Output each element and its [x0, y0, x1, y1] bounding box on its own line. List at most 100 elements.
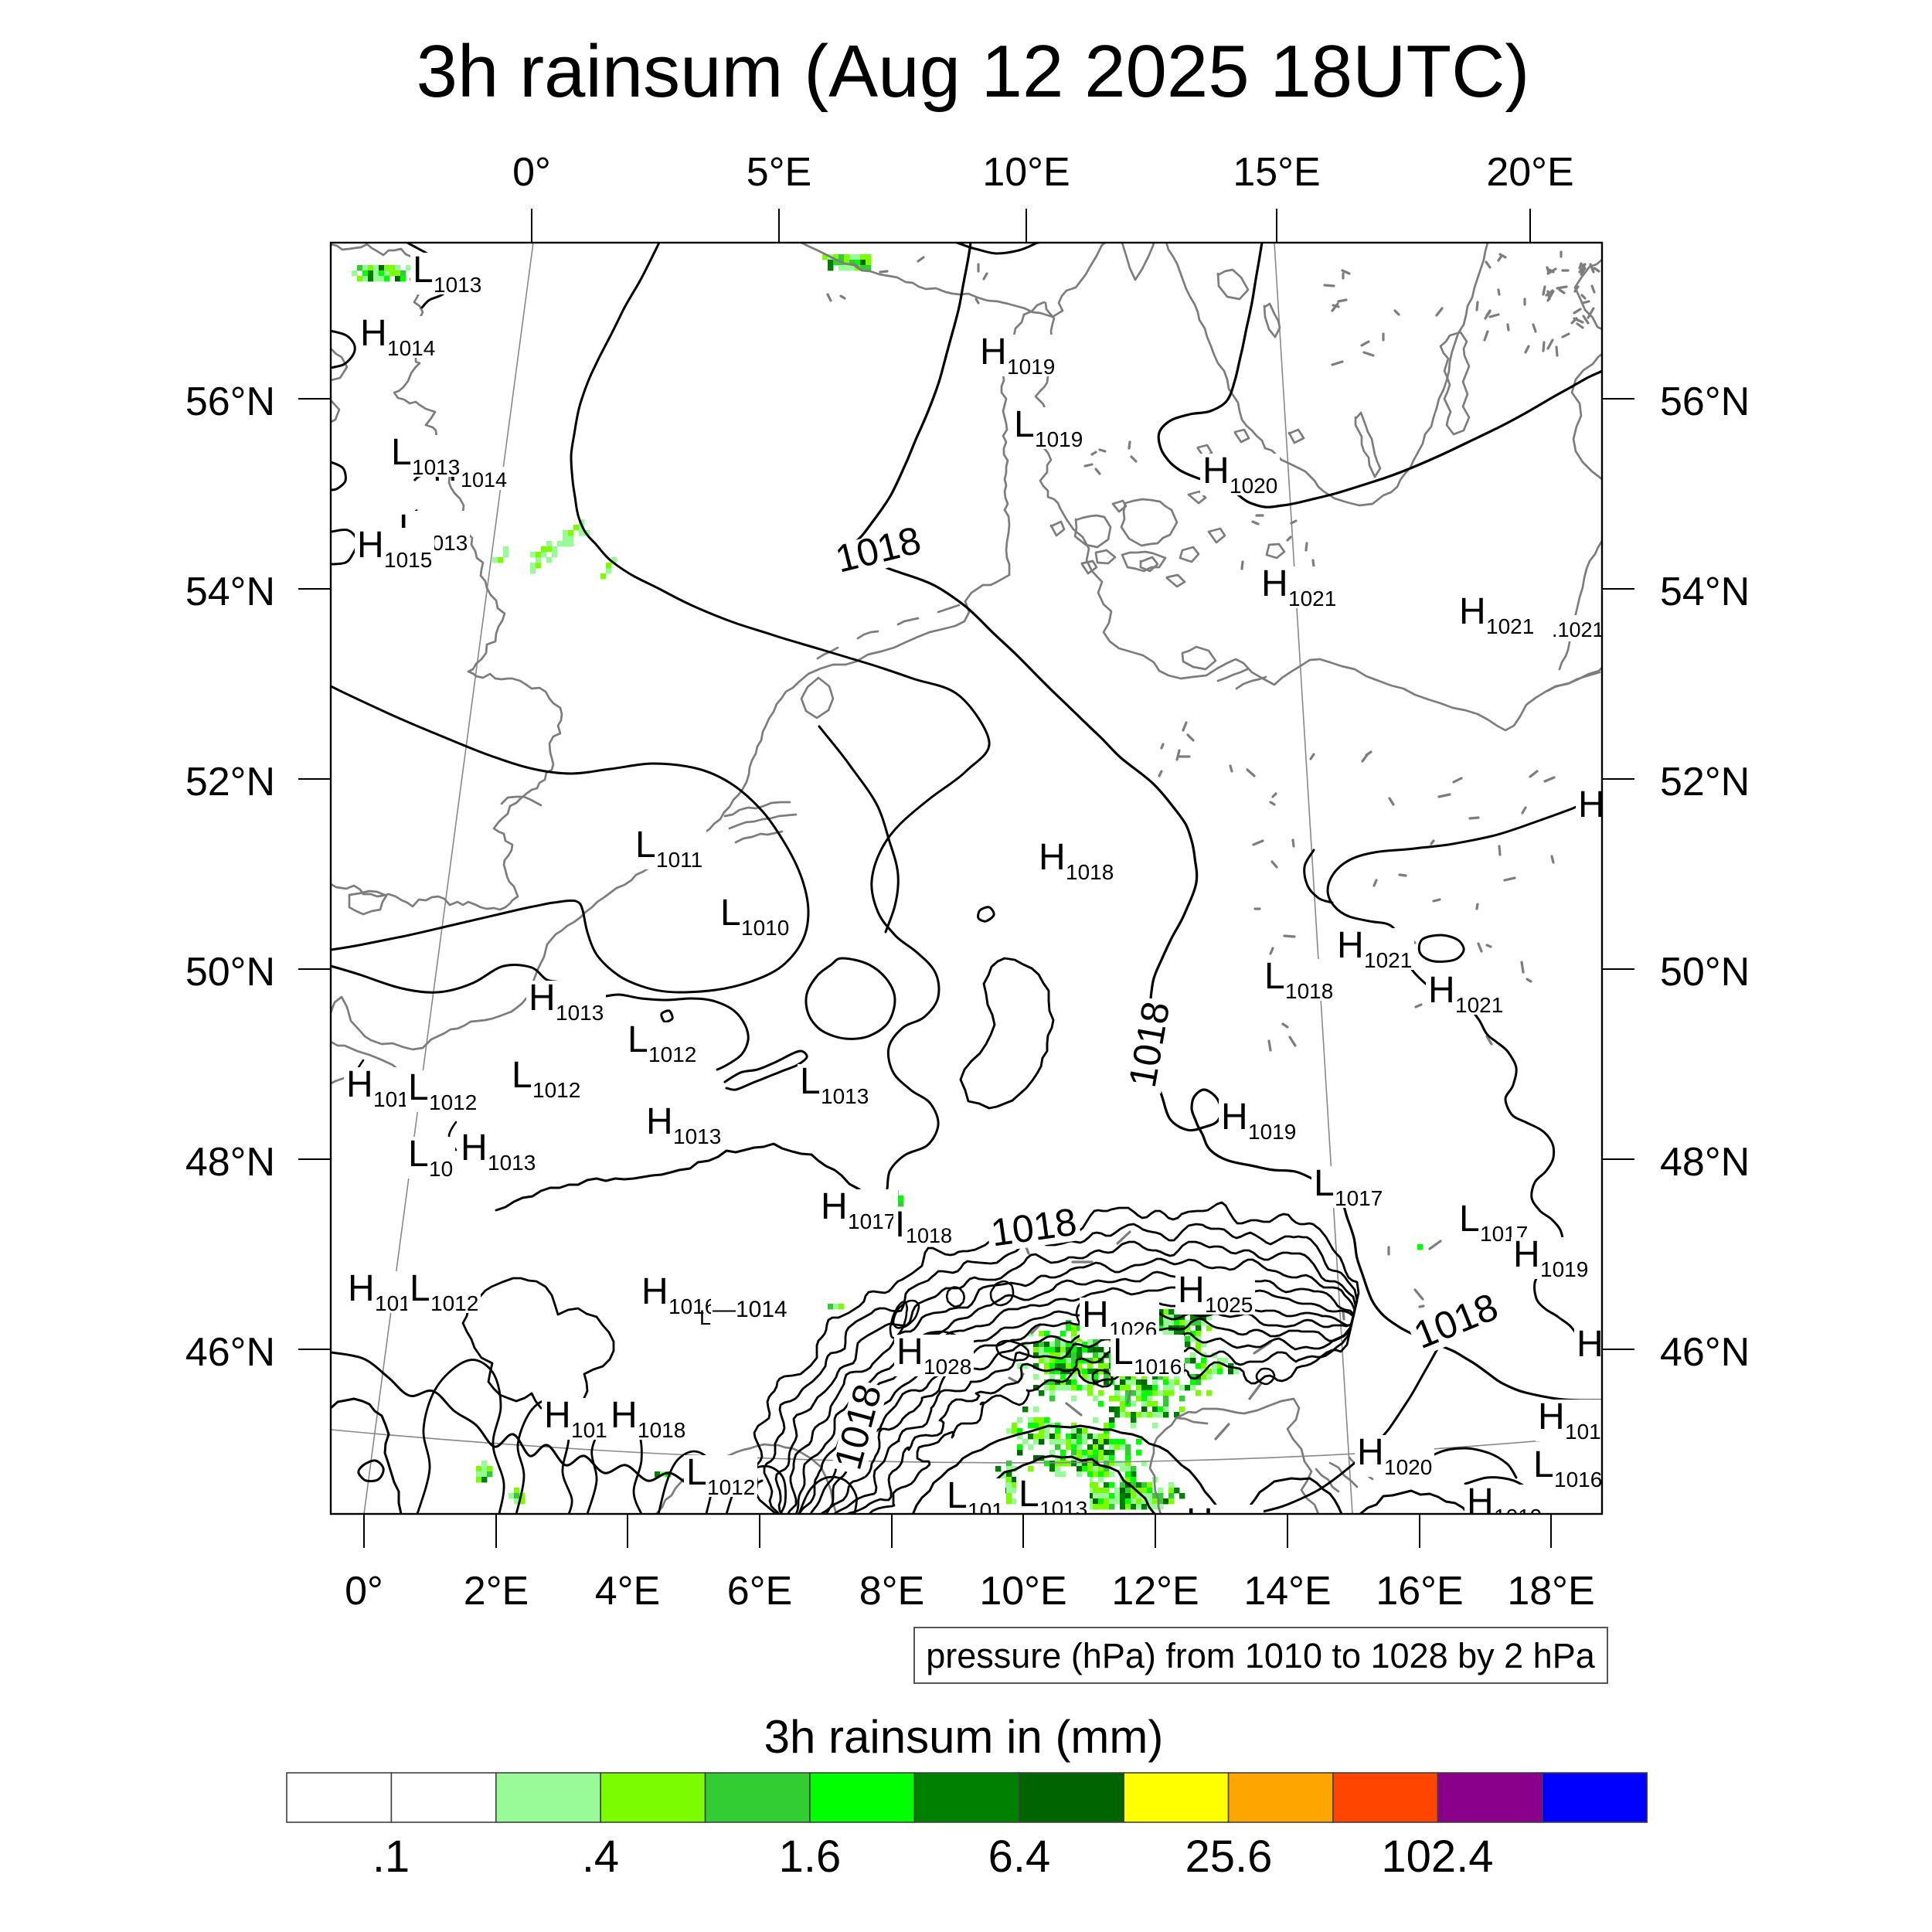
svg-text:25.6: 25.6	[1185, 1832, 1273, 1882]
svg-text:16°E: 16°E	[1376, 1569, 1463, 1614]
svg-text:1019: 1019	[1565, 1420, 1613, 1444]
svg-text:L: L	[410, 1268, 430, 1309]
svg-text:1015: 1015	[384, 548, 432, 572]
svg-text:L: L	[413, 250, 434, 291]
svg-text:3h rainsum (Aug 12 2025 18UTC): 3h rainsum (Aug 12 2025 18UTC)	[417, 30, 1530, 113]
svg-text:H: H	[1261, 563, 1288, 604]
svg-text:1012: 1012	[532, 1078, 580, 1102]
svg-text:1018: 1018	[1285, 979, 1333, 1003]
svg-text:H: H	[1202, 451, 1230, 492]
svg-text:1013: 1013	[821, 1084, 869, 1108]
svg-text:L: L	[947, 1475, 968, 1516]
svg-text:1021: 1021	[1486, 614, 1534, 638]
svg-text:1014: 1014	[387, 336, 435, 360]
svg-text:H: H	[1538, 1396, 1565, 1437]
svg-text:50°N: 50°N	[1660, 950, 1750, 995]
svg-text:L: L	[686, 1452, 707, 1493]
svg-text:102.4: 102.4	[1381, 1832, 1493, 1882]
svg-text:52°N: 52°N	[185, 760, 275, 804]
svg-text:3h rainsum in (mm): 3h rainsum in (mm)	[764, 1711, 1164, 1763]
svg-text:1016: 1016	[668, 1294, 716, 1318]
svg-text:I: I	[895, 1203, 905, 1244]
svg-text:6.4: 6.4	[988, 1832, 1051, 1882]
svg-text:50°N: 50°N	[185, 950, 275, 995]
svg-text:H: H	[544, 1395, 571, 1436]
svg-text:20°E: 20°E	[1486, 150, 1573, 195]
svg-text:8°E: 8°E	[859, 1569, 924, 1614]
svg-text:L: L	[800, 1061, 821, 1102]
svg-text:H: H	[346, 1064, 373, 1105]
svg-text:H: H	[348, 1268, 375, 1309]
svg-text:H: H	[821, 1186, 848, 1227]
svg-text:1013: 1013	[556, 1001, 604, 1025]
svg-text:L: L	[1533, 1444, 1554, 1485]
svg-text:1011: 1011	[656, 848, 702, 872]
svg-text:.1021: .1021	[1552, 618, 1604, 641]
svg-text:46°N: 46°N	[1660, 1330, 1750, 1375]
svg-text:L: L	[1014, 404, 1035, 445]
svg-text:56°N: 56°N	[185, 379, 275, 424]
svg-text:18°E: 18°E	[1507, 1569, 1594, 1614]
svg-text:14°E: 14°E	[1243, 1569, 1331, 1614]
svg-text:101: 101	[375, 1291, 411, 1315]
svg-text:H: H	[1178, 1270, 1205, 1311]
svg-text:L: L	[628, 1019, 648, 1060]
svg-text:H: H	[1039, 837, 1066, 878]
svg-text:1012: 1012	[429, 1090, 477, 1114]
svg-text:1013: 1013	[412, 455, 460, 479]
svg-text:1019: 1019	[1540, 1257, 1588, 1281]
svg-text:10°E: 10°E	[982, 150, 1070, 195]
svg-text:1014: 1014	[461, 468, 507, 492]
svg-text:H: H	[357, 525, 384, 566]
svg-text:1013: 1013	[1039, 1497, 1087, 1521]
svg-text:5°E: 5°E	[747, 150, 811, 195]
svg-text:4°E: 4°E	[595, 1569, 660, 1614]
svg-text:H: H	[641, 1271, 668, 1312]
svg-text:1012: 1012	[648, 1043, 696, 1066]
svg-text:1018: 1018	[906, 1224, 952, 1247]
svg-text:L: L	[408, 1134, 429, 1175]
svg-text:56°N: 56°N	[1660, 379, 1750, 424]
svg-text:H: H	[896, 1332, 923, 1372]
svg-text:1018: 1018	[638, 1418, 685, 1442]
svg-text:H: H	[1578, 784, 1605, 825]
svg-text:1025: 1025	[1205, 1293, 1253, 1317]
svg-text:1010: 1010	[741, 916, 789, 940]
svg-text:H: H	[1577, 1324, 1604, 1365]
svg-text:.1: .1	[372, 1832, 410, 1882]
svg-text:L: L	[1019, 1474, 1039, 1515]
svg-text:6°E: 6°E	[727, 1569, 792, 1614]
svg-text:H: H	[1186, 1502, 1213, 1543]
svg-text:101: 101	[571, 1418, 607, 1442]
svg-text:15°E: 15°E	[1233, 150, 1320, 195]
svg-text:1019: 1019	[1007, 355, 1055, 379]
svg-text:H: H	[980, 332, 1007, 372]
svg-text:H: H	[1467, 1481, 1494, 1522]
svg-text:46°N: 46°N	[185, 1330, 275, 1375]
svg-text:L: L	[1264, 956, 1285, 997]
svg-text:101: 101	[373, 1087, 410, 1111]
svg-text:L: L	[408, 1067, 429, 1108]
svg-text:H: H	[461, 1128, 488, 1168]
svg-text:1021: 1021	[1455, 993, 1503, 1017]
svg-text:1017: 1017	[1335, 1186, 1383, 1210]
svg-text:pressure (hPa) from 1010 to 10: pressure (hPa) from 1010 to 1028 by 2 hP…	[926, 1636, 1595, 1675]
svg-text:.4: .4	[582, 1832, 619, 1882]
svg-text:L: L	[391, 432, 412, 473]
svg-text:1013: 1013	[434, 273, 481, 297]
svg-text:H: H	[1221, 1097, 1248, 1138]
svg-text:H: H	[360, 313, 387, 354]
svg-text:1019: 1019	[1248, 1120, 1296, 1144]
svg-text:2°E: 2°E	[464, 1569, 529, 1614]
svg-text:1021: 1021	[1364, 948, 1412, 972]
svg-text:1019: 1019	[1494, 1505, 1542, 1529]
svg-text:54°N: 54°N	[1660, 570, 1750, 614]
svg-text:52°N: 52°N	[1660, 760, 1750, 804]
svg-text:1013: 1013	[673, 1124, 721, 1148]
svg-text:1018: 1018	[1066, 860, 1114, 884]
svg-text:1017: 1017	[848, 1209, 896, 1233]
svg-text:H: H	[529, 978, 556, 1019]
svg-text:H: H	[611, 1395, 638, 1436]
svg-text:0°: 0°	[512, 150, 551, 195]
svg-text:H: H	[1357, 1432, 1384, 1473]
